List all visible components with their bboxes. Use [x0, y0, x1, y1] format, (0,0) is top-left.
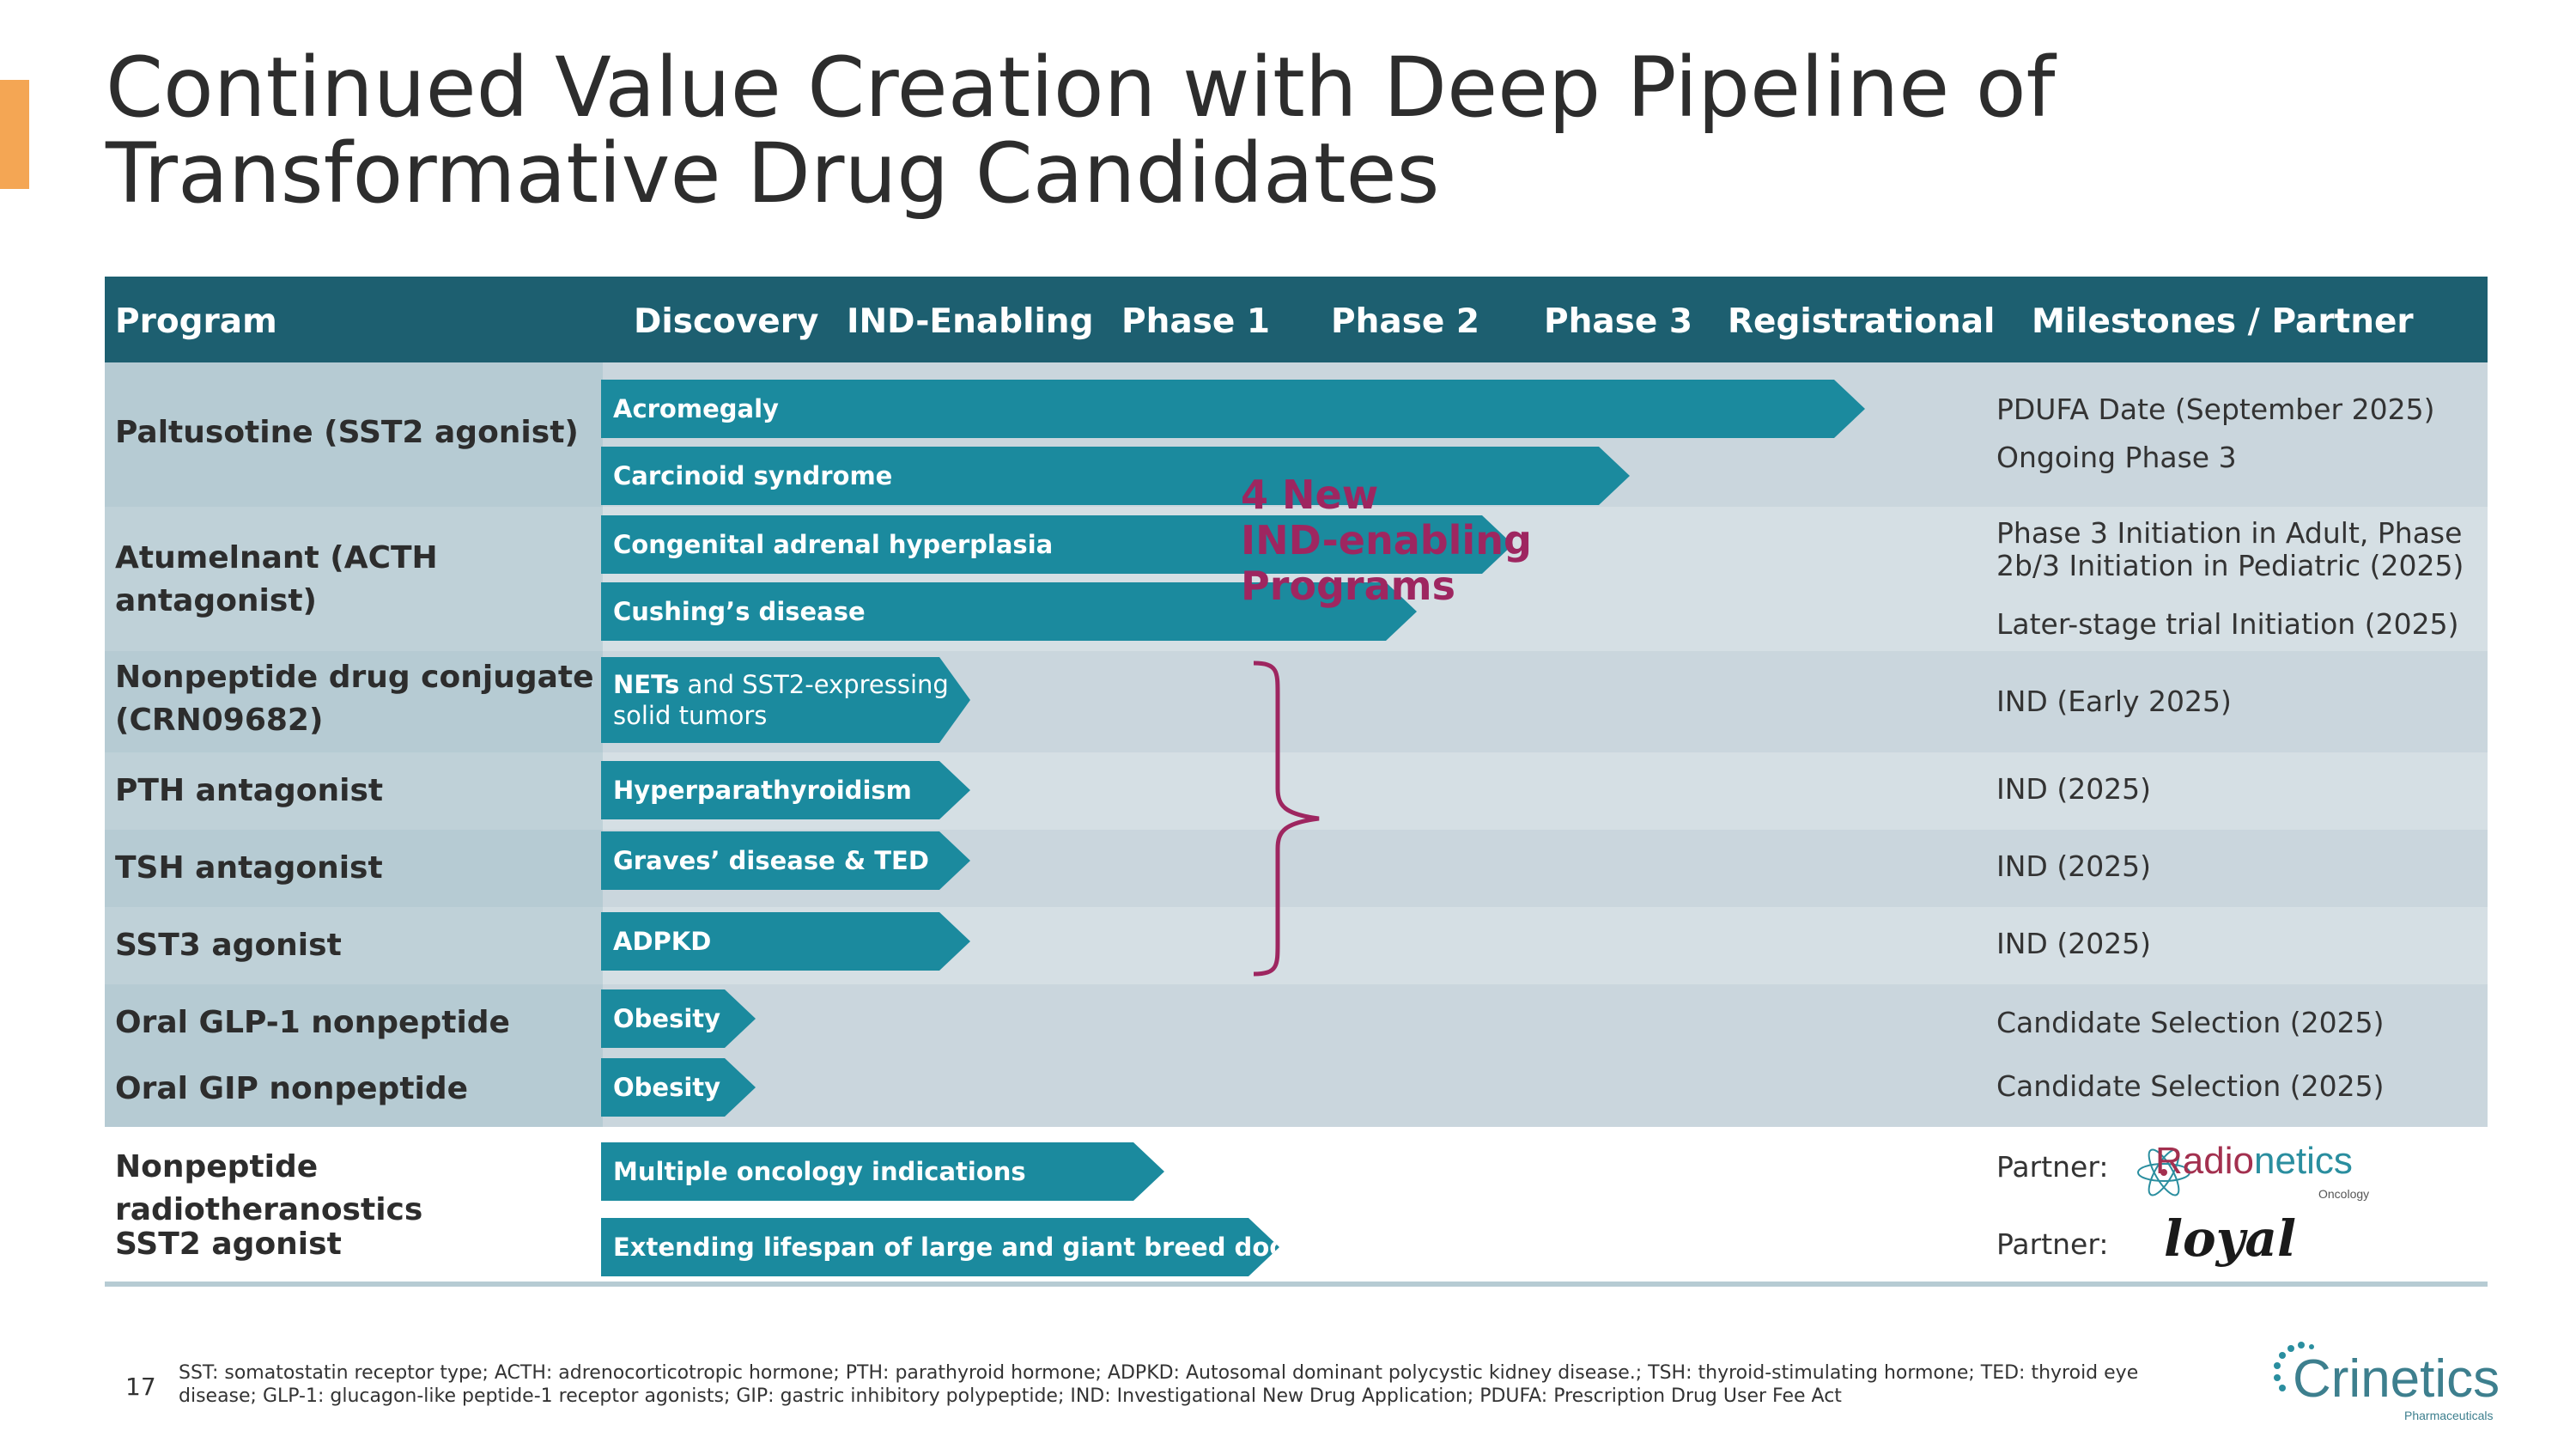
program-cell: Paltusotine (SST2 agonist) [105, 362, 603, 507]
indication-arrow-cah: Congenital adrenal hyperplasia [601, 515, 1513, 574]
program-cell: Atumelnant (ACTH antagonist) [105, 507, 603, 651]
header-ind-enabling: IND-Enabling [847, 302, 1094, 341]
program-name: PTH antagonist [115, 773, 384, 808]
footnote: SST: somatostatin receptor type; ACTH: a… [179, 1362, 2139, 1407]
program-cell: Nonpeptide radiotheranostics SST2 agonis… [105, 1127, 603, 1282]
header-phase2: Phase 2 [1331, 302, 1480, 341]
indication-arrow-graves: Graves’ disease & TED [601, 831, 970, 890]
pipeline-table: Program Discovery IND-Enabling Phase 1 P… [105, 277, 2488, 1287]
program-name: Atumelnant (ACTH antagonist) [115, 540, 438, 618]
indication-nets-rest: and SST2-expressing solid tumors [613, 670, 949, 730]
milestone-text: Candidate Selection (2025) [1996, 1006, 2385, 1039]
program-name: TSH antagonist [115, 850, 383, 886]
indication-arrow-adpkd: ADPKD [601, 912, 970, 971]
ind-enabling-callout: 4 New IND-enabling Programs [1241, 472, 1532, 609]
table-bottom-rule [105, 1282, 2488, 1287]
header-phase1: Phase 1 [1121, 302, 1271, 341]
radionetics-logo-sub: Oncology [2318, 1187, 2370, 1201]
radionetics-atom-icon [2137, 1148, 2190, 1196]
indication-nets-bold: NETs [613, 670, 680, 699]
partner-label: Partner: [1996, 1227, 2109, 1261]
curly-brace-icon [1253, 661, 1320, 977]
indication-arrow-cushings: Cushing’s disease [601, 582, 1417, 641]
milestone-text: IND (2025) [1996, 849, 2152, 883]
milestone-text: IND (Early 2025) [1996, 685, 2232, 718]
program-name: SST2 agonist [115, 1227, 342, 1262]
partner-label: Partner: [1996, 1150, 2109, 1184]
callout-line: IND-enabling [1241, 517, 1532, 563]
program-name: Nonpeptide radiotheranostics [115, 1149, 423, 1227]
program-name: Nonpeptide drug conjugate (CRN09682) [115, 660, 594, 738]
crinetics-dots-icon [2274, 1342, 2314, 1391]
milestone-text: Phase 3 Initiation in Adult, Phase 2b/3 … [1996, 516, 2464, 582]
page-number: 17 [125, 1373, 156, 1401]
header-discovery: Discovery [634, 302, 819, 341]
indication-arrow-nets: NETs and SST2-expressing solid tumors [601, 657, 970, 743]
crinetics-logo-sub: Pharmaceuticals [2404, 1409, 2494, 1422]
milestone-text: PDUFA Date (September 2025) [1996, 393, 2435, 426]
header-registrational: Registrational [1728, 302, 1996, 341]
callout-line: 4 New [1241, 472, 1379, 518]
indication-arrow-oncology: Multiple oncology indications [601, 1142, 1164, 1201]
indication-arrow-obesity-gip: Obesity [601, 1058, 756, 1117]
indication-arrow-hpt: Hyperparathyroidism [601, 761, 970, 819]
table-header: Program Discovery IND-Enabling Phase 1 P… [105, 277, 2488, 362]
radionetics-logo-a: Radio [2155, 1140, 2254, 1182]
program-cell: Oral GLP-1 nonpeptide Oral GIP nonpeptid… [105, 984, 603, 1127]
header-milestones: Milestones / Partner [2032, 302, 2414, 341]
program-cell: Nonpeptide drug conjugate (CRN09682) [105, 651, 603, 752]
indication-arrow-carcinoid: Carcinoid syndrome [601, 447, 1630, 505]
program-name: Oral GLP-1 nonpeptide [115, 1005, 510, 1040]
indication-arrow-dogs: Extending lifespan of large and giant br… [601, 1218, 1279, 1276]
program-cell: TSH antagonist [105, 830, 603, 907]
title-accent-bar [0, 80, 29, 189]
milestone-text: IND (2025) [1996, 772, 2152, 806]
radionetics-logo-b: netics [2253, 1140, 2353, 1182]
indication-arrow-obesity-glp1: Obesity [601, 989, 756, 1048]
slide-title: Continued Value Creation with Deep Pipel… [106, 40, 2056, 222]
indication-nets-text: NETs and SST2-expressing solid tumors [613, 669, 970, 731]
program-cell: PTH antagonist [105, 752, 603, 830]
program-cell: SST3 agonist [105, 907, 603, 984]
program-name: Paltusotine (SST2 agonist) [115, 415, 579, 450]
crinetics-logo: Crinetics [2293, 1349, 2500, 1409]
indication-arrow-acromegaly: Acromegaly [601, 380, 1865, 438]
milestone-text: Ongoing Phase 3 [1996, 441, 2237, 474]
milestone-text: IND (2025) [1996, 927, 2152, 960]
radionetics-logo: Radionetics [2155, 1140, 2353, 1183]
milestone-text: Candidate Selection (2025) [1996, 1069, 2385, 1103]
program-name: Oral GIP nonpeptide [115, 1071, 469, 1106]
program-name: SST3 agonist [115, 928, 342, 963]
milestone-text: Later-stage trial Initiation (2025) [1996, 607, 2459, 641]
header-phase3: Phase 3 [1544, 302, 1693, 341]
loyal-logo: loyal [2164, 1209, 2297, 1268]
callout-line: Programs [1241, 563, 1455, 609]
header-program: Program [115, 302, 277, 341]
